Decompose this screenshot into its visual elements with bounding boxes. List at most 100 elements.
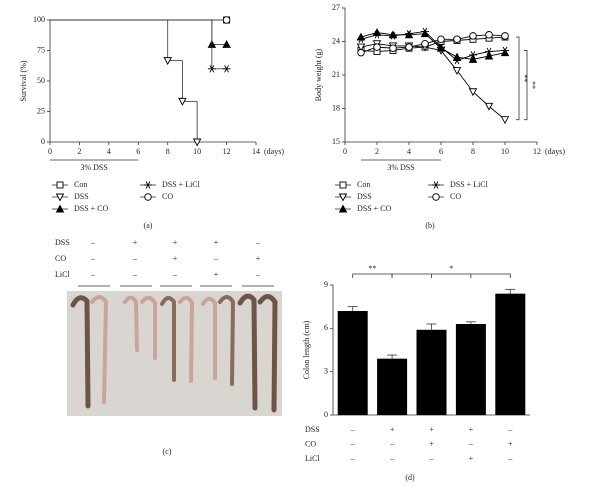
colons: [70, 293, 278, 413]
series-line: [360, 32, 506, 60]
y-tick-label: 0: [41, 137, 45, 146]
legend-label: DSS + CO: [74, 204, 109, 213]
y-tick-label: 27: [332, 3, 340, 12]
y-tick-label: 50: [37, 76, 45, 85]
x-tick-label: 14: [252, 147, 260, 156]
marker: [469, 51, 477, 59]
significance-label: **: [520, 74, 529, 82]
y-tick-label: 21: [332, 70, 340, 79]
y-tick-label: 100: [33, 15, 45, 24]
x-tick-label: 2: [375, 147, 379, 156]
marker: [500, 116, 510, 125]
condition-name: DSS: [305, 425, 320, 434]
marker: [389, 44, 397, 52]
marker: [485, 31, 493, 39]
significance-bracket: [516, 36, 520, 121]
x-tick-label: 10: [501, 147, 509, 156]
legend-label: DSS + LiCl: [450, 180, 489, 189]
marker: [373, 31, 381, 39]
legend-label: DSS + CO: [357, 204, 392, 213]
significance-label: **: [528, 81, 537, 89]
condition-sign: –: [132, 254, 138, 263]
x-tick-label: 4: [407, 147, 411, 156]
condition-sign: –: [389, 439, 395, 448]
marker: [421, 39, 429, 48]
condition-sign: –: [468, 439, 474, 448]
condition-sign: –: [213, 254, 219, 263]
marker: [468, 54, 478, 63]
condition-sign: –: [350, 454, 356, 463]
y-tick-label: 24: [332, 36, 340, 45]
caption: (c): [163, 447, 172, 456]
caption: (d): [405, 473, 415, 482]
marker: [339, 181, 347, 189]
condition-sign: +: [173, 238, 178, 247]
marker: [356, 43, 366, 52]
marker: [357, 48, 365, 57]
marker: [222, 16, 231, 24]
y-tick-label: 25: [37, 106, 45, 115]
marker: [55, 193, 65, 202]
marker: [421, 27, 429, 36]
marker: [222, 65, 231, 73]
condition-sign: –: [90, 254, 96, 263]
marker: [484, 102, 494, 111]
x-tick-label: 4: [107, 147, 111, 156]
x-tick-label: 12: [223, 147, 231, 156]
condition-name: DSS: [55, 238, 70, 247]
treatment-label: 3% DSS: [387, 163, 414, 172]
marker: [468, 88, 478, 97]
y-tick-label: 0: [324, 410, 328, 419]
marker: [453, 35, 461, 44]
marker: [501, 46, 509, 55]
condition-name: CO: [55, 254, 66, 263]
x-tick-label: 10: [193, 147, 201, 156]
x-tick-label: 6: [439, 147, 443, 156]
significance-bracket: [524, 50, 528, 121]
x-axis-label: (days): [545, 147, 565, 156]
condition-sign: +: [173, 254, 178, 263]
y-tick-label: 18: [332, 103, 340, 112]
condition-sign: –: [350, 439, 356, 448]
x-tick-label: 12: [533, 147, 541, 156]
marker: [373, 43, 381, 51]
condition-sign: –: [350, 425, 356, 434]
condition-sign: –: [90, 270, 96, 279]
bar: [495, 293, 526, 415]
x-tick-label: 0: [343, 147, 347, 156]
marker: [484, 51, 494, 60]
y-tick-label: 6: [324, 323, 328, 332]
legend-label: DSS: [357, 192, 372, 201]
condition-name: LiCl: [305, 454, 320, 463]
marker: [405, 29, 413, 38]
bar: [455, 324, 486, 415]
treatment-label: 3% DSS: [80, 163, 107, 172]
x-tick-label: 0: [48, 147, 52, 156]
condition-sign: –: [255, 238, 261, 247]
legend-label: DSS + LiCl: [162, 180, 201, 189]
marker: [501, 32, 509, 40]
condition-sign: –: [90, 238, 96, 247]
series-line: [360, 43, 506, 121]
marker: [437, 35, 445, 44]
condition-sign: +: [390, 425, 395, 434]
marker: [357, 35, 365, 43]
marker: [178, 97, 187, 106]
condition-sign: +: [469, 425, 474, 434]
series-line: [360, 36, 506, 53]
y-tick-label: 75: [37, 45, 45, 54]
y-axis-label: Body weight (g): [314, 48, 323, 101]
marker: [338, 193, 348, 202]
marker: [452, 67, 462, 75]
bar: [377, 358, 408, 415]
bar: [416, 329, 447, 415]
bar: [337, 311, 368, 415]
condition-name: CO: [305, 439, 316, 448]
condition-name: LiCl: [55, 270, 70, 279]
marker: [437, 43, 445, 51]
marker: [432, 181, 440, 189]
marker: [144, 193, 152, 201]
y-axis-label: Colon length (cm): [302, 320, 311, 379]
marker: [485, 47, 493, 56]
marker: [192, 138, 202, 147]
